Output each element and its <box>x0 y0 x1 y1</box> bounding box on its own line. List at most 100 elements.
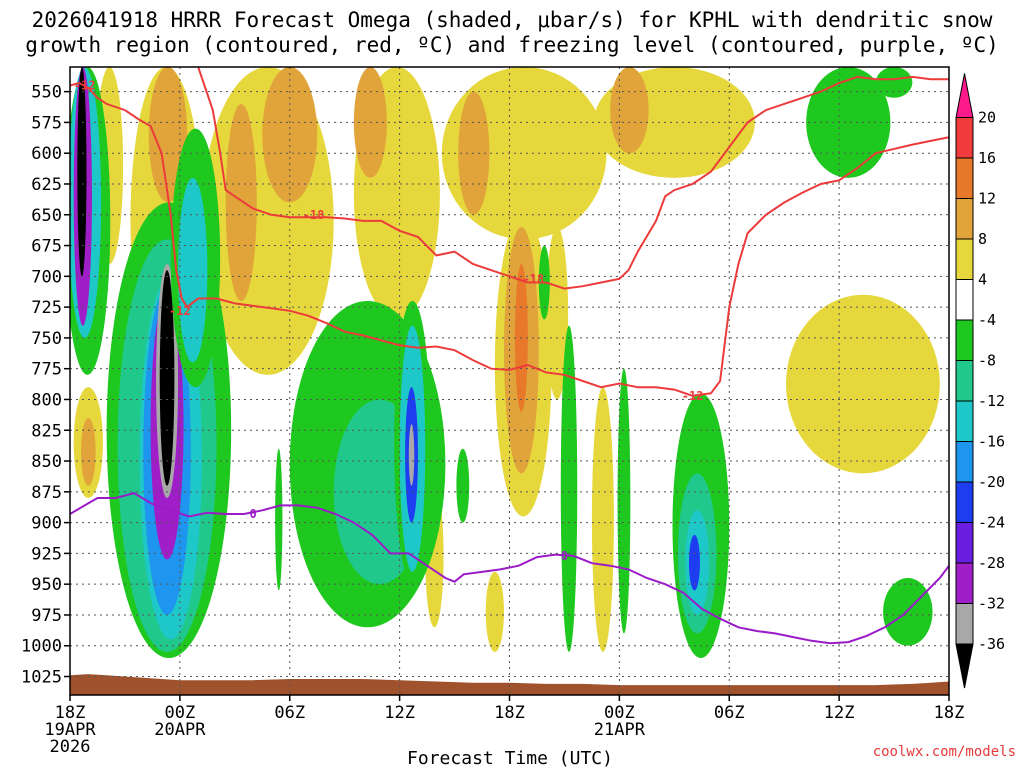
y-tick-label-800: 800 <box>31 390 62 410</box>
x-tick-label-30: 00Z <box>604 703 635 723</box>
colorbar-label-8: 8 <box>978 230 987 248</box>
colorbar-bottom-arrow <box>955 643 974 689</box>
omega-region-16 <box>591 387 614 652</box>
y-tick-label-600: 600 <box>31 144 62 164</box>
dgz-label--12-a: -12 <box>74 78 96 92</box>
colorbar-bin--8 <box>955 319 974 361</box>
omega-region-38 <box>159 270 175 486</box>
y-tick-label-850: 850 <box>31 452 62 472</box>
chart-title-line1: 2026041918 HRRR Forecast Omega (shaded, … <box>32 8 993 32</box>
x-tick-label-12: 06Z <box>274 703 305 723</box>
dgz-contour--18 <box>197 67 949 290</box>
colorbar-label-16: 16 <box>978 149 996 167</box>
y-tick-label-750: 750 <box>31 329 62 349</box>
colorbar-bin-8 <box>955 198 974 240</box>
omega-region-26 <box>456 448 470 523</box>
omega-region-48 <box>408 424 415 486</box>
y-tick-label-725: 725 <box>31 298 62 318</box>
y-tick-label-775: 775 <box>31 360 62 380</box>
grid-lines <box>70 67 949 695</box>
x-date-label-0: 19APR <box>44 720 96 740</box>
omega-region-11 <box>610 67 649 154</box>
colorbar-bin--32 <box>955 562 974 604</box>
omega-region-15 <box>546 227 569 400</box>
dgz-contour--12 <box>70 81 949 397</box>
y-tick-label-550: 550 <box>31 83 62 103</box>
colorbar-bin-12 <box>955 157 974 199</box>
colorbar-label--20: -20 <box>978 473 1005 491</box>
colorbar-bin-16 <box>955 117 974 159</box>
colorbar-label--12: -12 <box>978 392 1005 410</box>
colorbar-label--28: -28 <box>978 554 1005 572</box>
freezing-label-a: 0 <box>250 507 257 521</box>
omega-region-25 <box>617 368 631 634</box>
colorbar-bin--36 <box>955 603 974 645</box>
colorbar-bin--24 <box>955 481 974 523</box>
omega-region-44 <box>77 67 87 277</box>
x-tick-label-18: 12Z <box>384 703 415 723</box>
x-tick-label-36: 06Z <box>714 703 745 723</box>
y-tick-label-575: 575 <box>31 113 62 133</box>
omega-shading <box>70 67 940 659</box>
colorbar-bin--16 <box>955 400 974 442</box>
colorbar-bin--20 <box>955 441 974 483</box>
x-tick-label-6: 00Z <box>165 703 196 723</box>
dgz-label--12-b: -12 <box>169 304 191 318</box>
y-tick-label-625: 625 <box>31 175 62 195</box>
omega-region-28 <box>275 448 283 591</box>
y-tick-label-1025: 1025 <box>21 668 62 688</box>
contour-labels: -12 -12 -12 -18 -18 0 0 <box>74 78 704 563</box>
omega-region-40 <box>178 177 208 363</box>
x-year-label-0: 2026 <box>50 737 91 757</box>
colorbar-bin-4 <box>955 238 974 280</box>
colorbar-label-12: 12 <box>978 190 996 208</box>
x-date-label-6: 20APR <box>154 720 206 740</box>
dgz-label--18-b: -18 <box>522 272 544 286</box>
colorbar-label--8: -8 <box>978 352 996 370</box>
omega-region-29 <box>883 578 933 646</box>
x-tick-label-0: 18Z <box>55 703 86 723</box>
colorbar-label--24: -24 <box>978 514 1005 532</box>
colorbar-bin--12 <box>955 360 974 402</box>
omega-region-20 <box>485 571 505 652</box>
x-tick-label-42: 12Z <box>824 703 855 723</box>
x-date-label-30: 21APR <box>594 720 646 740</box>
colorbar-label--16: -16 <box>978 433 1005 451</box>
omega-region-23 <box>875 67 913 98</box>
omega-region-21 <box>786 294 940 474</box>
x-tick-label-24: 18Z <box>494 703 525 723</box>
y-tick-label-925: 925 <box>31 544 62 564</box>
colorbar-bin--4 <box>955 279 974 321</box>
y-tick-label-650: 650 <box>31 206 62 226</box>
x-axis-title: Forecast Time (UTC) <box>407 748 613 768</box>
y-axis-pressure: 550 575 600 625 650 675 700 725 750 775 800 825 850 8… <box>21 83 70 688</box>
y-tick-label-700: 700 <box>31 267 62 287</box>
colorbar-label--32: -32 <box>978 595 1005 613</box>
colorbar-label--36: -36 <box>978 635 1005 653</box>
omega-region-18 <box>80 417 96 486</box>
omega-region-22 <box>806 67 891 178</box>
colorbar-top-arrow <box>955 73 974 118</box>
omega-region-24 <box>560 325 578 652</box>
colorbar-label-20: 20 <box>978 109 996 127</box>
y-tick-label-900: 900 <box>31 514 62 534</box>
colorbar-bin--28 <box>955 522 974 564</box>
dgz-label--12-c: -12 <box>682 389 704 403</box>
omega-region-52 <box>688 534 700 591</box>
contour-lines <box>70 67 949 645</box>
y-tick-label-825: 825 <box>31 421 62 441</box>
colorbar-label-4: 4 <box>978 271 987 289</box>
y-tick-label-675: 675 <box>31 237 62 257</box>
chart-title-line2: growth region (contoured, red, ºC) and f… <box>25 33 999 57</box>
colorbar-label--4: -4 <box>978 311 996 329</box>
credit-link[interactable]: coolwx.com/models <box>873 744 1016 760</box>
y-tick-label-1000: 1000 <box>21 637 62 657</box>
freezing-level-contour <box>70 492 949 645</box>
y-tick-label-875: 875 <box>31 483 62 503</box>
x-tick-label-48: 18Z <box>934 703 965 723</box>
omega-region-4 <box>225 103 257 301</box>
freezing-label-b: 0 <box>561 549 568 563</box>
